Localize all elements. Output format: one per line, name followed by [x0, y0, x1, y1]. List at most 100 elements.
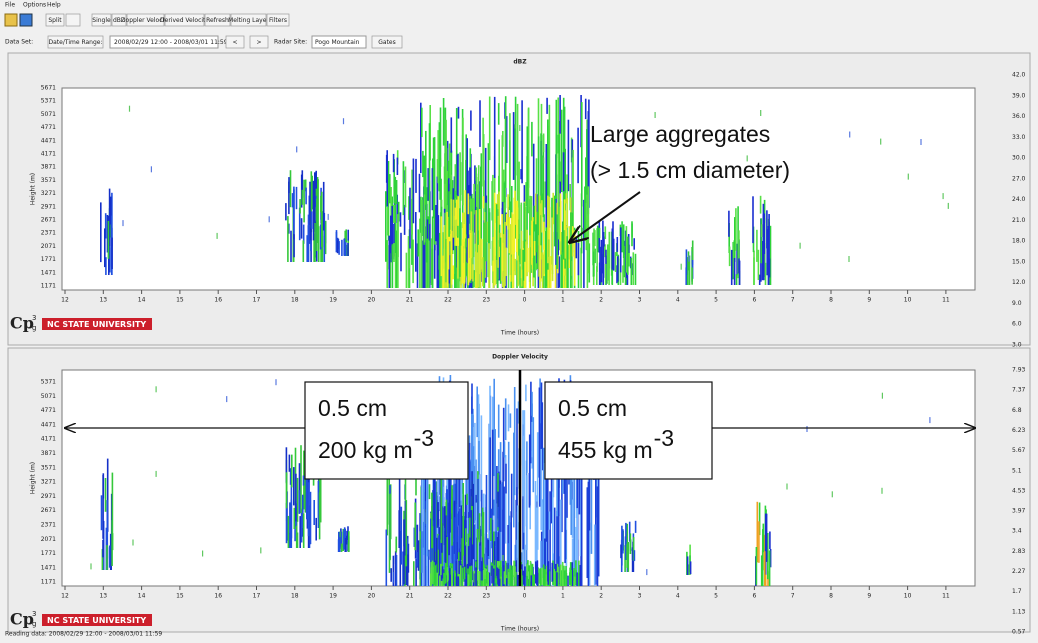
panel-title: dBZ: [513, 59, 527, 66]
radar-echo: [587, 481, 590, 586]
split-button-frame[interactable]: [45, 13, 65, 27]
radar-echo: [108, 188, 111, 246]
radar-echo: [586, 129, 588, 195]
toolbar-button-frame[interactable]: [266, 13, 290, 27]
radar-echo: [459, 152, 461, 260]
radar-echo: [621, 525, 623, 566]
date-range[interactable]: 2008/02/29 12:00 - 2008/03/01 11:59: [114, 39, 228, 46]
open-icon[interactable]: [4, 13, 18, 27]
radar-echo: [548, 125, 550, 209]
radar-echo: [547, 450, 549, 568]
toolbar-button-frame[interactable]: [204, 13, 231, 27]
scale-label: 6.8: [1012, 407, 1022, 414]
next-button[interactable]: >: [256, 39, 261, 46]
toolbar-button[interactable]: Melting Layer: [228, 17, 269, 24]
radar-echo: [470, 110, 472, 131]
y-axis-label: Height (m): [30, 173, 37, 205]
radar-echo: [526, 126, 529, 186]
radar-echo: [528, 434, 531, 506]
date-range-button[interactable]: Date/Time Range:: [49, 39, 103, 46]
radar-echo: [413, 527, 416, 547]
toolbar-button[interactable]: Refresh: [206, 17, 229, 24]
split-spin[interactable]: [65, 13, 81, 27]
menu-item[interactable]: Help: [47, 2, 61, 9]
date-range-field[interactable]: [109, 35, 219, 49]
radar-speckle: [543, 157, 545, 164]
radar-echo: [568, 255, 571, 268]
prev-button[interactable]: <: [232, 39, 237, 46]
radar-echo: [562, 221, 564, 288]
y-tick-label: 5071: [41, 111, 56, 118]
y-tick-label: 4471: [41, 421, 56, 428]
toolbar-button-frame[interactable]: [126, 13, 165, 27]
radar-echo: [450, 230, 453, 285]
radar-echo: [521, 269, 523, 287]
radar-echo: [485, 507, 487, 554]
toolbar-button-frame[interactable]: [164, 13, 205, 27]
radar-echo: [735, 274, 738, 285]
radar-echo: [556, 459, 558, 563]
radar-echo: [463, 224, 466, 254]
radar-echo: [289, 170, 292, 208]
radar-echo: [455, 576, 458, 586]
radar-site-field[interactable]: [311, 35, 367, 49]
scale-label: 36.0: [1012, 113, 1026, 120]
radar-echo: [457, 225, 459, 238]
toolbar-button[interactable]: dBZ: [113, 17, 125, 24]
radar-echo: [551, 562, 554, 582]
toolbar-button[interactable]: Single: [92, 17, 111, 24]
menu-item[interactable]: File: [5, 2, 15, 9]
radar-echo: [458, 560, 460, 575]
split-button[interactable]: Split: [48, 17, 62, 24]
radar-echo: [504, 560, 507, 585]
toolbar-button-frame[interactable]: [91, 13, 112, 27]
radar-echo: [517, 522, 520, 572]
scale-label: 3.4: [1012, 528, 1022, 535]
logo-mark-sub: g: [32, 620, 36, 628]
radar-echo: [308, 505, 311, 548]
toolbar-button[interactable]: Doppler Velocity: [121, 17, 171, 24]
radar-echo: [469, 571, 472, 583]
radar-echo: [460, 245, 462, 288]
next-button-frame[interactable]: [249, 35, 269, 49]
radar-echo: [462, 117, 464, 206]
prev-button-frame[interactable]: [225, 35, 245, 49]
toolbar-button-frame[interactable]: [111, 13, 127, 27]
radar-echo: [395, 555, 398, 586]
radar-echo: [317, 481, 320, 528]
radar-echo: [444, 530, 447, 586]
gates-button-frame[interactable]: [371, 35, 403, 49]
menu-item[interactable]: Options: [23, 2, 46, 9]
scale-label: 3.0: [1012, 342, 1022, 349]
toolbar-button-frame[interactable]: [230, 13, 267, 27]
radar-speckle: [880, 138, 882, 145]
radar-echo: [480, 153, 483, 266]
radar-echo: [455, 539, 457, 574]
x-tick-label: 0: [523, 297, 527, 304]
radar-site[interactable]: Pogo Mountain: [315, 39, 360, 46]
gates-button[interactable]: Gates: [378, 39, 396, 46]
y-tick-label: 5671: [41, 85, 56, 92]
toolbar-button[interactable]: Derived Velocity: [160, 17, 209, 24]
radar-echo: [685, 249, 688, 275]
radar-echo: [394, 176, 397, 257]
radar-echo: [530, 575, 533, 586]
annotation-density: 455 kg m: [558, 437, 653, 463]
refresh-icon[interactable]: [19, 13, 33, 27]
x-tick-label: 10: [904, 297, 912, 304]
radar-echo: [764, 262, 767, 285]
radar-echo: [541, 567, 543, 586]
radar-speckle: [128, 105, 131, 112]
radar-echo: [509, 565, 512, 586]
radar-echo: [293, 467, 295, 506]
radar-echo: [481, 561, 483, 581]
radar-echo: [557, 201, 560, 240]
radar-echo: [285, 203, 287, 221]
toolbar-button[interactable]: Filters: [269, 17, 287, 24]
radar-echo: [495, 560, 498, 579]
date-range-button-frame[interactable]: [47, 35, 104, 49]
radar-echo: [313, 500, 315, 525]
radar-echo: [396, 157, 399, 175]
radar-echo: [521, 100, 523, 184]
radar-echo: [439, 158, 442, 195]
